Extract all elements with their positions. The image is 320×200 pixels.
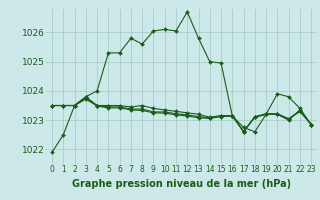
X-axis label: Graphe pression niveau de la mer (hPa): Graphe pression niveau de la mer (hPa) (72, 179, 291, 189)
